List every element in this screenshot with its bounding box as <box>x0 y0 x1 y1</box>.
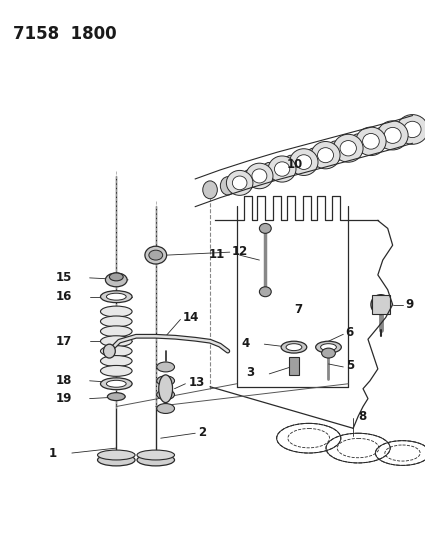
Ellipse shape <box>101 378 132 390</box>
Ellipse shape <box>107 393 125 401</box>
Ellipse shape <box>157 362 175 372</box>
Ellipse shape <box>404 122 421 138</box>
Ellipse shape <box>149 250 163 260</box>
Ellipse shape <box>157 376 175 386</box>
Ellipse shape <box>340 141 357 156</box>
Ellipse shape <box>274 162 290 176</box>
Ellipse shape <box>371 295 391 314</box>
Text: 11: 11 <box>208 248 225 261</box>
Ellipse shape <box>145 246 166 264</box>
Ellipse shape <box>101 336 132 346</box>
Ellipse shape <box>104 344 115 358</box>
Ellipse shape <box>101 366 132 376</box>
Ellipse shape <box>392 122 410 143</box>
Ellipse shape <box>101 316 132 327</box>
Ellipse shape <box>159 375 172 402</box>
Text: 18: 18 <box>56 374 72 387</box>
Ellipse shape <box>226 171 253 196</box>
Text: 16: 16 <box>56 290 72 303</box>
Ellipse shape <box>137 454 175 466</box>
Bar <box>372 295 389 314</box>
Ellipse shape <box>101 346 132 357</box>
Text: 1: 1 <box>49 447 57 459</box>
Text: 4: 4 <box>241 337 250 350</box>
Text: 14: 14 <box>182 311 199 324</box>
Ellipse shape <box>232 176 247 190</box>
Ellipse shape <box>286 344 302 351</box>
Text: 7: 7 <box>294 303 302 316</box>
Ellipse shape <box>384 127 401 143</box>
Ellipse shape <box>105 273 127 287</box>
Text: 9: 9 <box>405 298 414 311</box>
Ellipse shape <box>259 287 271 297</box>
Ellipse shape <box>311 142 340 169</box>
Text: 8: 8 <box>358 410 366 423</box>
Ellipse shape <box>268 156 296 182</box>
Ellipse shape <box>397 115 428 144</box>
Ellipse shape <box>107 293 126 300</box>
Ellipse shape <box>281 341 307 353</box>
Ellipse shape <box>296 155 312 169</box>
Ellipse shape <box>372 128 389 149</box>
Ellipse shape <box>101 306 132 317</box>
Text: 13: 13 <box>188 376 205 389</box>
Ellipse shape <box>110 273 123 281</box>
Ellipse shape <box>101 326 132 337</box>
Ellipse shape <box>283 155 299 175</box>
Ellipse shape <box>259 223 271 233</box>
Ellipse shape <box>137 450 175 460</box>
Text: 5: 5 <box>346 359 354 373</box>
Ellipse shape <box>220 177 235 195</box>
Text: 15: 15 <box>56 271 72 285</box>
Ellipse shape <box>363 133 379 149</box>
Ellipse shape <box>98 450 135 460</box>
Text: 2: 2 <box>198 426 206 439</box>
Bar <box>289 357 299 375</box>
Text: 10: 10 <box>287 158 303 171</box>
Ellipse shape <box>333 134 363 162</box>
Ellipse shape <box>101 290 132 303</box>
Ellipse shape <box>101 356 132 367</box>
Ellipse shape <box>157 390 175 400</box>
Ellipse shape <box>157 403 175 414</box>
Ellipse shape <box>377 121 408 150</box>
Ellipse shape <box>321 348 336 358</box>
Text: 6: 6 <box>345 326 354 339</box>
Ellipse shape <box>252 169 267 183</box>
Text: 19: 19 <box>56 392 72 405</box>
Ellipse shape <box>107 381 126 387</box>
Ellipse shape <box>246 163 273 189</box>
Ellipse shape <box>290 149 318 175</box>
Ellipse shape <box>350 134 367 155</box>
Ellipse shape <box>306 148 322 168</box>
Ellipse shape <box>321 344 336 351</box>
Ellipse shape <box>242 169 257 188</box>
Text: 17: 17 <box>56 335 72 348</box>
Ellipse shape <box>327 141 344 161</box>
Text: 3: 3 <box>247 366 255 379</box>
Text: 12: 12 <box>232 245 248 257</box>
Ellipse shape <box>316 341 341 353</box>
Text: 7158  1800: 7158 1800 <box>13 25 116 43</box>
Ellipse shape <box>203 181 217 199</box>
Ellipse shape <box>318 148 333 163</box>
Ellipse shape <box>356 127 386 156</box>
Ellipse shape <box>262 163 277 182</box>
Ellipse shape <box>98 454 135 466</box>
